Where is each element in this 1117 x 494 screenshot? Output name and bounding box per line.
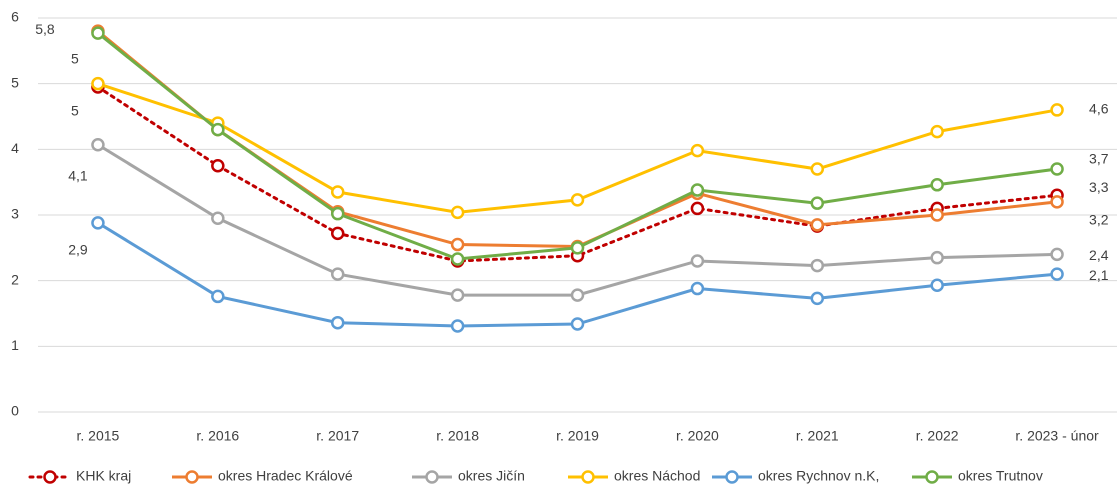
legend-marker: [581, 470, 595, 484]
point: [690, 281, 705, 296]
x-tick-label: r. 2020: [676, 428, 719, 444]
y-tick-label: 3: [11, 206, 19, 222]
point: [690, 183, 705, 197]
x-tick-label: r. 2023 - únor: [1015, 428, 1099, 444]
point: [1050, 103, 1064, 117]
legend-marker: [185, 470, 199, 484]
series-line: [97, 143, 1058, 297]
y-tick-label: 1: [11, 337, 19, 353]
point: [930, 178, 944, 192]
point: [810, 291, 825, 306]
point: [330, 315, 345, 330]
legend-marker: [43, 470, 57, 484]
point: [91, 26, 105, 40]
legend-label: okres Trutnov: [958, 468, 1043, 484]
x-tick-label: r. 2016: [196, 428, 239, 444]
data-label: 2,4: [1089, 247, 1109, 263]
point: [690, 254, 705, 268]
legend-label: KHK kraj: [76, 468, 131, 484]
y-tick-label: 6: [11, 9, 19, 25]
data-label: 4,1: [68, 167, 88, 183]
point: [930, 278, 944, 293]
point: [690, 201, 705, 216]
x-tick-label: r. 2021: [796, 428, 839, 444]
y-tick-label: 0: [11, 403, 19, 419]
point: [810, 218, 825, 232]
point: [1050, 247, 1064, 262]
y-tick-label: 4: [11, 140, 19, 156]
point: [450, 205, 465, 220]
point: [570, 241, 585, 255]
y-tick-label: 2: [11, 271, 19, 287]
point: [1050, 195, 1064, 209]
legend-marker: [725, 470, 739, 484]
point: [930, 124, 944, 139]
point: [450, 252, 465, 266]
legend-label: okres Hradec Králové: [218, 468, 353, 484]
legend-label: okres Rychnov n.K,: [758, 468, 879, 484]
data-label: 2,9: [68, 242, 88, 258]
point: [330, 226, 345, 241]
point: [211, 122, 225, 137]
point: [211, 289, 225, 304]
legend-marker: [425, 470, 439, 484]
point: [450, 237, 465, 252]
point: [330, 206, 345, 221]
point: [930, 208, 944, 222]
series-line: [97, 221, 1058, 328]
data-label: 4,6: [1089, 101, 1109, 117]
point: [91, 216, 105, 230]
data-label: 5,8: [35, 21, 55, 37]
point: [211, 159, 225, 173]
point: [1050, 267, 1064, 281]
point: [570, 288, 585, 302]
series-line: [97, 31, 1058, 261]
point: [570, 317, 585, 331]
x-tick-label: r. 2018: [436, 428, 479, 444]
point: [450, 319, 465, 333]
point: [810, 162, 825, 176]
data-label: 3,3: [1089, 179, 1109, 195]
point: [330, 267, 345, 281]
data-label: 3,7: [1089, 151, 1109, 167]
point: [91, 76, 105, 91]
point: [330, 185, 345, 199]
x-tick-label: r. 2019: [556, 428, 599, 444]
x-tick-label: r. 2015: [77, 428, 120, 444]
point: [450, 288, 465, 302]
point: [570, 193, 585, 207]
series-line: [96, 85, 1059, 263]
x-tick-label: r. 2017: [316, 428, 359, 444]
legend-label: okres Náchod: [614, 468, 700, 484]
y-tick-label: 5: [11, 74, 19, 90]
x-tick-label: r. 2022: [916, 428, 959, 444]
point: [690, 143, 705, 158]
point: [930, 250, 944, 265]
point: [211, 211, 225, 226]
point: [91, 137, 105, 152]
data-label: 2,1: [1089, 267, 1109, 283]
data-label: 5: [71, 50, 79, 66]
legend-label: okres Jičín: [458, 468, 525, 484]
legend-marker: [925, 470, 939, 484]
data-label: 5: [71, 103, 79, 119]
point: [810, 196, 825, 210]
point: [810, 258, 825, 273]
point: [1050, 162, 1064, 176]
data-label: 3,2: [1089, 212, 1109, 228]
